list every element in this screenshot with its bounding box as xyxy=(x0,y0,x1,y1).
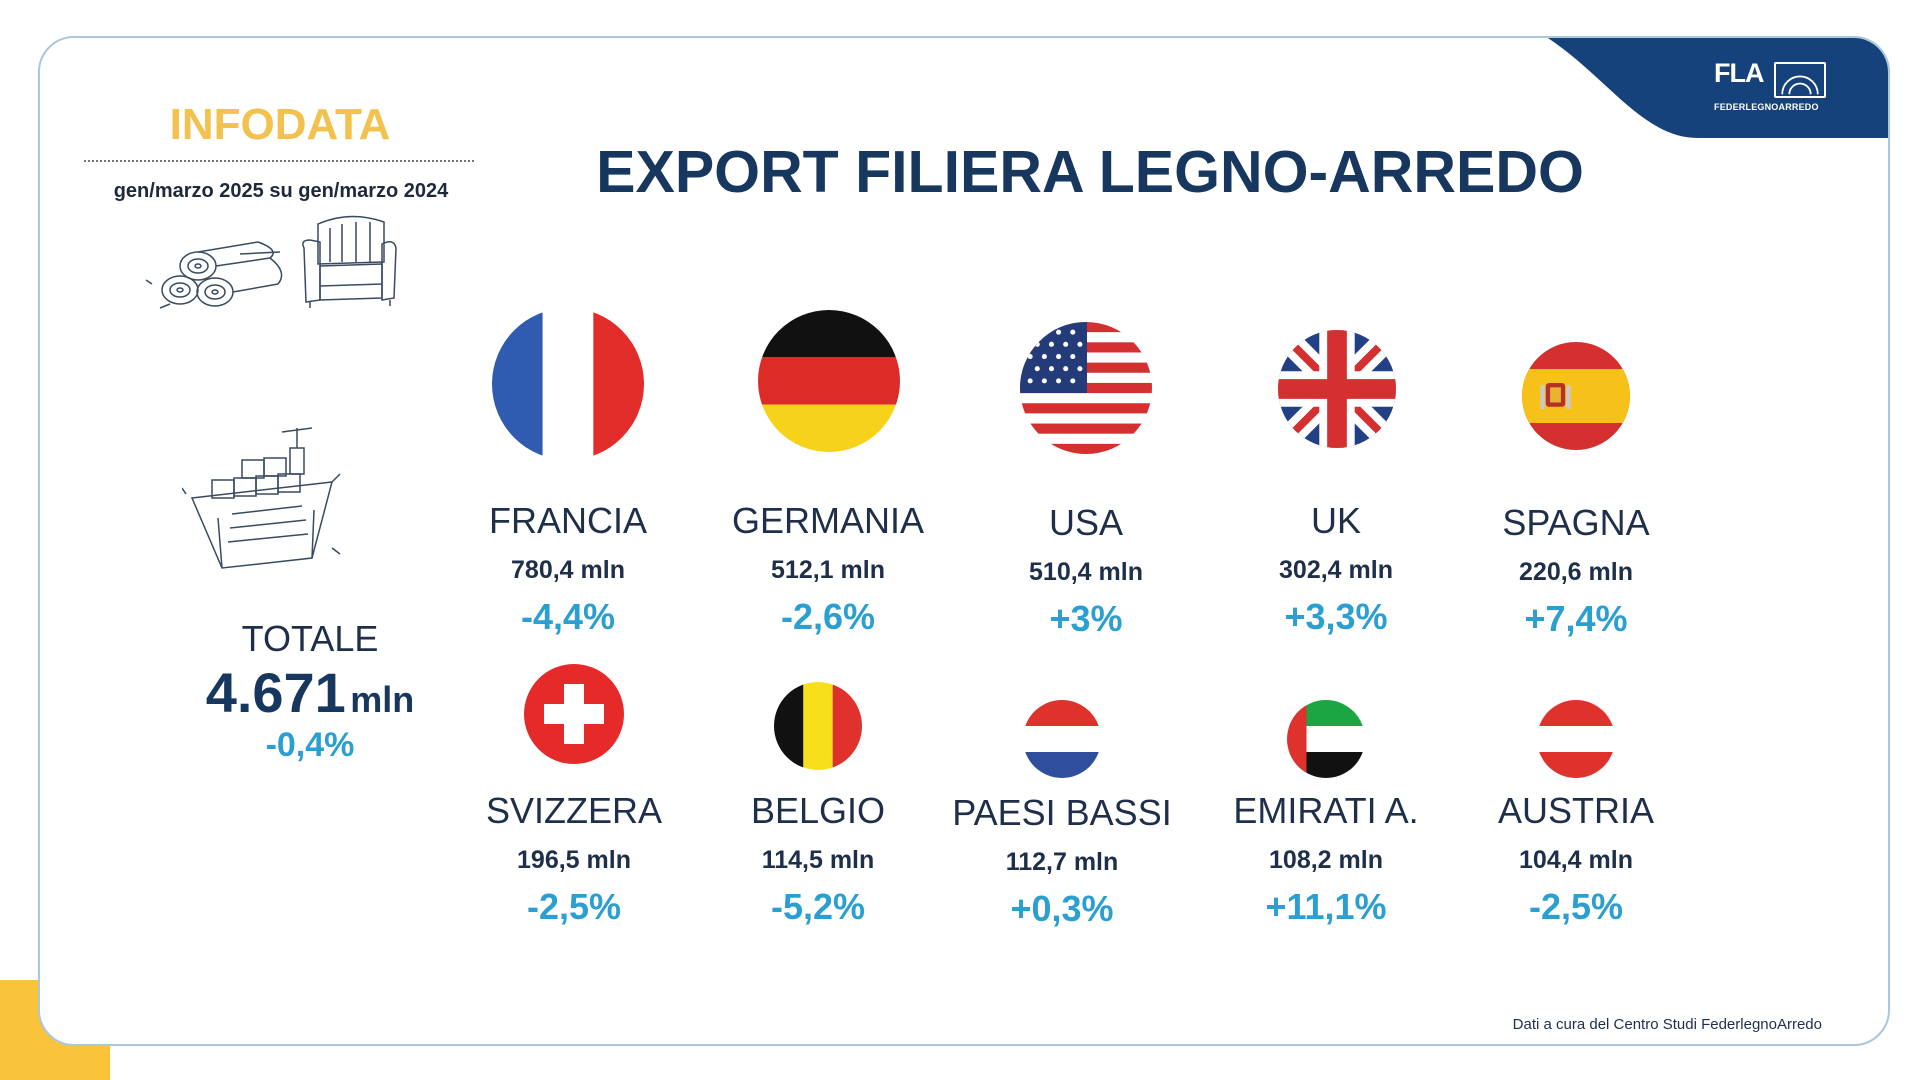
total-unit: mln xyxy=(350,679,415,720)
infodata-label: INFODATA xyxy=(169,100,391,149)
country-change: -5,2% xyxy=(770,886,866,927)
country-value: 114,5 mln xyxy=(761,846,875,874)
logo-subtext: FEDERLEGNOARREDO xyxy=(1714,102,1819,112)
country-change: -2,6% xyxy=(780,596,876,637)
austria-flag-icon xyxy=(1537,700,1615,778)
belgium-flag-icon xyxy=(774,682,862,770)
country-value: 780,4 mln xyxy=(511,556,625,584)
ship-sketch-icon xyxy=(182,427,341,569)
uk-flag-icon xyxy=(1278,330,1396,448)
germany-flag-icon xyxy=(758,310,900,452)
country-name: FRANCIA xyxy=(488,500,647,541)
france-flag-icon xyxy=(492,308,644,460)
netherlands-flag-icon xyxy=(1023,700,1101,778)
armchair-sketch-icon xyxy=(302,215,397,308)
spain-flag-icon xyxy=(1522,342,1630,450)
country-change: +11,1% xyxy=(1265,886,1387,927)
country-name: SVIZZERA xyxy=(485,790,663,831)
country-value: 196,5 mln xyxy=(517,846,631,874)
fla-logo: FLA FEDERLEGNOARREDO xyxy=(1714,58,1826,116)
usa-flag-icon xyxy=(1020,322,1152,454)
uae-flag-icon xyxy=(1287,700,1365,778)
logo-text: FLA xyxy=(1714,58,1764,88)
country-change: -2,5% xyxy=(1528,886,1624,927)
country-change: -2,5% xyxy=(526,886,622,927)
country-value: 112,7 mln xyxy=(1005,848,1119,876)
country-name: EMIRATI A. xyxy=(1233,790,1419,831)
country-change: +7,4% xyxy=(1524,598,1628,639)
dotted-divider xyxy=(84,160,474,162)
page-title: EXPORT FILIERA LEGNO-ARREDO xyxy=(596,139,1584,205)
country-change: -4,4% xyxy=(520,596,616,637)
country-value: 510,4 mln xyxy=(1029,558,1143,586)
total-change: -0,4% xyxy=(265,726,355,764)
logo-frame-icon xyxy=(1774,62,1826,98)
country-name: AUSTRIA xyxy=(1497,790,1655,831)
logs-sketch-icon xyxy=(145,241,283,309)
country-name: SPAGNA xyxy=(1502,502,1650,543)
country-name: PAESI BASSI xyxy=(952,792,1172,833)
country-value: 220,6 mln xyxy=(1519,558,1633,586)
country-value: 512,1 mln xyxy=(771,556,885,584)
country-name: UK xyxy=(1310,500,1361,541)
country-change: +0,3% xyxy=(1010,888,1114,929)
country-value: 108,2 mln xyxy=(1269,846,1383,874)
total-label: TOTALE xyxy=(241,618,379,659)
period-label: gen/marzo 2025 su gen/marzo 2024 xyxy=(113,180,449,202)
country-name: USA xyxy=(1048,502,1124,543)
country-name: GERMANIA xyxy=(731,500,925,541)
country-change: +3% xyxy=(1049,598,1123,639)
country-value: 302,4 mln xyxy=(1279,556,1393,584)
switzerland-flag-icon xyxy=(524,664,624,764)
total-value: 4.671 mln xyxy=(130,660,490,725)
country-change: +3,3% xyxy=(1284,596,1388,637)
source-note: Dati a cura del Centro Studi FederlegnoA… xyxy=(1512,1016,1822,1033)
total-number: 4.671 xyxy=(205,661,346,724)
country-name: BELGIO xyxy=(750,790,886,831)
country-value: 104,4 mln xyxy=(1519,846,1633,874)
infographic-card: FLA FEDERLEGNOARREDO INFODATA gen/marzo … xyxy=(38,36,1890,1046)
